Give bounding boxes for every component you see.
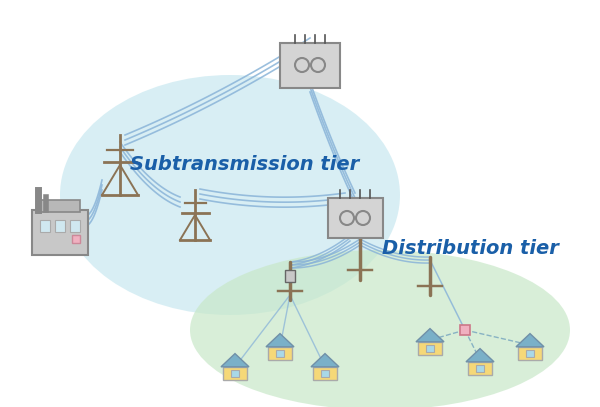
Bar	[276, 350, 284, 357]
Polygon shape	[516, 334, 544, 347]
Polygon shape	[221, 354, 249, 367]
Bar	[268, 347, 292, 360]
Bar	[476, 365, 484, 372]
Bar	[460, 325, 470, 335]
Bar	[285, 270, 295, 282]
Polygon shape	[266, 334, 294, 347]
Bar	[426, 345, 434, 352]
Bar	[32, 210, 88, 255]
Bar	[518, 347, 542, 360]
Text: Distribution tier: Distribution tier	[382, 239, 559, 258]
Bar	[313, 367, 337, 380]
Bar	[418, 342, 442, 355]
Bar	[223, 367, 247, 380]
Ellipse shape	[60, 75, 400, 315]
Bar	[55, 220, 65, 232]
Bar	[468, 362, 492, 375]
FancyBboxPatch shape	[280, 42, 340, 88]
Bar	[321, 370, 329, 377]
Bar	[231, 370, 239, 377]
Polygon shape	[466, 349, 494, 362]
Bar	[526, 350, 534, 357]
Text: Subtransmission tier: Subtransmission tier	[130, 155, 359, 175]
Bar	[72, 235, 80, 243]
Bar	[70, 220, 80, 232]
Polygon shape	[416, 328, 444, 342]
Ellipse shape	[190, 250, 570, 407]
FancyBboxPatch shape	[328, 198, 383, 238]
Polygon shape	[311, 354, 339, 367]
Bar	[40, 220, 50, 232]
Bar	[40, 200, 80, 212]
